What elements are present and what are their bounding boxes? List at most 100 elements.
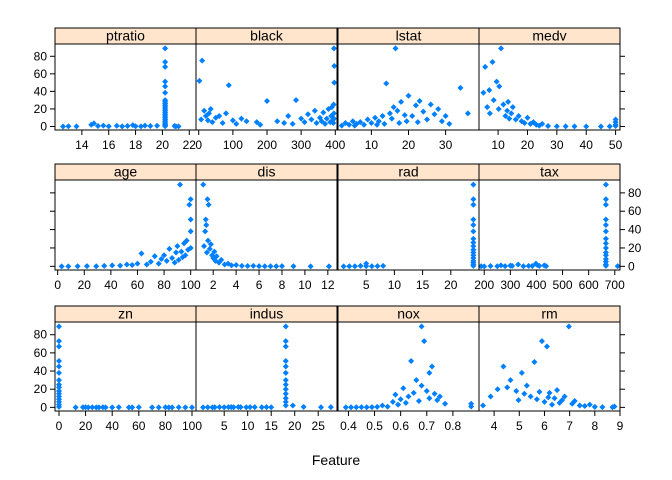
point-black-31 (313, 119, 320, 126)
point-lstat-8 (364, 116, 371, 123)
point-dis-4 (203, 222, 210, 228)
point-black-3 (201, 107, 208, 114)
point-medv-10 (498, 45, 505, 52)
point-zn-25 (109, 404, 116, 411)
point-lstat-38 (457, 84, 464, 91)
panel-rm: rm 4 5 6 7 8 9 (478, 305, 625, 433)
point-medv-21 (521, 119, 528, 126)
point-dis-7 (205, 237, 212, 244)
point-medv-6 (490, 97, 497, 104)
point-age-35 (187, 228, 194, 235)
panel-border-rad (337, 179, 480, 271)
point-dis-9 (206, 245, 213, 252)
point-dis-1 (201, 243, 208, 250)
x-tick-label-lstat-1: 20 (402, 138, 416, 152)
point-rm-12 (531, 358, 538, 365)
point-tax-32 (614, 263, 621, 270)
point-zn-2 (55, 343, 62, 350)
strip-label-zn: zn (118, 306, 133, 322)
x-tick-label-ptratio-0: 14 (75, 138, 89, 152)
point-rm-25 (561, 393, 568, 400)
point-ptratio-21 (162, 83, 169, 90)
point-dis-21 (233, 261, 240, 268)
point-rad-13 (470, 222, 477, 228)
point-tax-18 (602, 196, 609, 203)
point-lstat-14 (381, 120, 388, 127)
point-indus-16 (268, 404, 275, 411)
point-black-10 (216, 112, 223, 119)
x-tick-label-dis-5: 12 (321, 278, 335, 292)
point-black-8 (209, 119, 216, 126)
point-nox-1 (348, 404, 355, 411)
point-age-36 (187, 244, 194, 251)
x-tick-label-medv-0: 10 (491, 138, 505, 152)
point-rm-20 (549, 401, 556, 408)
point-indus-21 (282, 363, 289, 370)
point-rad-5 (363, 263, 370, 270)
x-tick-label-ptratio-4: 22 (183, 138, 197, 152)
point-dis-30 (290, 263, 297, 270)
strip-label-dis: dis (258, 164, 276, 180)
point-zn-31 (155, 404, 162, 411)
y-tick-label-ptratio-1: 20 (34, 102, 48, 116)
point-nox-30 (442, 400, 449, 407)
point-black-29 (308, 116, 315, 123)
point-nox-21 (418, 382, 425, 389)
point-age-21 (171, 259, 178, 266)
point-black-26 (298, 115, 305, 122)
point-medv-22 (524, 114, 531, 121)
point-rm-3 (500, 363, 507, 370)
x-tick-label-rad-3: 20 (444, 278, 458, 292)
point-dis-31 (307, 263, 314, 270)
point-rm-22 (554, 387, 561, 394)
point-tax-10 (525, 262, 532, 269)
point-age-33 (187, 196, 194, 203)
x-tick-label-rad-1: 10 (388, 278, 402, 292)
panel-ptratio: ptratio 14 16 18 20 22 0 20 40 60 80 (34, 27, 197, 152)
panel-dis: dis 2 4 6 8 10 12 (195, 163, 338, 292)
point-black-36 (323, 115, 330, 122)
panel-border-lstat (337, 43, 480, 131)
point-age-10 (134, 260, 141, 267)
point-ptratio-4 (90, 120, 97, 127)
x-tick-label-zn-2: 40 (106, 419, 120, 433)
point-tax-31 (602, 262, 609, 269)
point-nox-10 (392, 391, 399, 398)
point-ptratio-42 (175, 123, 182, 130)
point-nox-5 (368, 404, 375, 411)
point-lstat-6 (357, 119, 364, 126)
x-tick-label-zn-5: 100 (182, 419, 202, 433)
point-black-14 (229, 117, 236, 124)
point-rm-7 (515, 397, 522, 404)
point-indus-1 (204, 404, 211, 411)
point-medv-11 (500, 101, 507, 108)
panel-border-black (195, 43, 338, 131)
point-nox-25 (426, 369, 433, 376)
point-nox-20 (418, 323, 425, 330)
point-tax-20 (602, 216, 609, 223)
point-black-7 (207, 105, 214, 112)
point-age-0 (58, 263, 65, 270)
point-lstat-19 (392, 45, 399, 52)
point-medv-19 (515, 112, 522, 119)
point-nox-3 (358, 404, 365, 411)
panel-medv: medv 10 20 30 40 50 (478, 27, 625, 152)
point-age-19 (166, 245, 173, 252)
point-zn-22 (95, 404, 102, 411)
point-dis-10 (207, 241, 214, 248)
y-tick-label-zn-3: 60 (34, 346, 48, 360)
x-tick-label-black-0: 0 (195, 138, 202, 152)
y-tick-label-ptratio-4: 80 (34, 49, 48, 63)
point-nox-32 (468, 403, 475, 410)
point-black-43 (330, 101, 337, 108)
point-rad-12 (470, 216, 477, 223)
point-lstat-39 (464, 110, 471, 117)
point-zn-5 (55, 369, 62, 376)
point-ptratio-5 (94, 123, 101, 130)
strip-label-indus: indus (250, 306, 283, 322)
point-lstat-30 (420, 108, 427, 115)
point-rad-17 (470, 243, 477, 250)
x-tick-label-ptratio-1: 16 (102, 138, 116, 152)
point-black-18 (253, 119, 260, 126)
point-nox-16 (408, 358, 415, 365)
